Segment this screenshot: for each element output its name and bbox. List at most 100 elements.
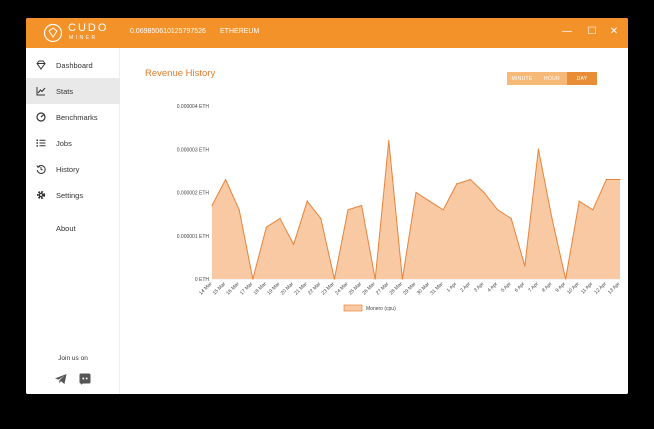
x-tick-label: 20 Mar xyxy=(280,281,295,296)
x-tick-label: 25 Mar xyxy=(348,281,363,296)
x-tick-label: 5 Apr xyxy=(500,281,513,294)
data-point xyxy=(252,278,254,280)
x-tick-label: 2 Apr xyxy=(459,281,472,294)
sidebar: Dashboard Stats Benchmarks Jobs History xyxy=(26,48,120,394)
x-tick-label: 18 Mar xyxy=(253,281,268,296)
x-tick-label: 15 Mar xyxy=(212,281,227,296)
data-point xyxy=(388,140,390,142)
data-point xyxy=(524,265,526,267)
data-point xyxy=(238,209,240,211)
logo-text: CUDO xyxy=(68,22,109,34)
close-button[interactable]: ✕ xyxy=(609,26,619,37)
data-point xyxy=(333,278,335,280)
data-point xyxy=(565,278,567,280)
revenue-chart: 0 ETH 0.000001 ETH 0.000002 ETH 0.000003 ET… xyxy=(177,104,622,312)
sidebar-item-label: Benchmarks xyxy=(56,112,98,122)
x-tick-label: 24 Mar xyxy=(334,281,349,296)
wallet-balance: 0.069850610125797526 xyxy=(130,28,206,35)
title-bar: CUDO MINER 0.069850610125797526 ETHEREUM… xyxy=(26,18,628,48)
data-point xyxy=(374,278,376,280)
toggle-minute[interactable]: MINUTE xyxy=(507,72,537,85)
sidebar-item-label: Settings xyxy=(56,190,84,200)
sidebar-item-history[interactable]: History xyxy=(26,156,120,182)
y-tick-label: 0 ETH xyxy=(195,277,210,283)
sidebar-item-label: About xyxy=(56,223,76,233)
cudo-logo-icon xyxy=(43,23,63,43)
x-tick-label: 19 Mar xyxy=(266,281,281,296)
sidebar-item-label: Jobs xyxy=(56,138,72,148)
data-point xyxy=(225,178,227,181)
y-tick-label: 0.000001 ETH xyxy=(177,234,210,240)
minimize-button[interactable]: — xyxy=(562,26,572,37)
x-tick-label: 28 Mar xyxy=(389,281,404,296)
page-title: Revenue History xyxy=(145,68,216,79)
sidebar-item-settings[interactable]: Settings xyxy=(26,182,120,208)
x-tick-label: 12 Apr xyxy=(593,281,608,296)
x-tick-label: 3 Apr xyxy=(473,281,486,294)
data-point xyxy=(415,191,417,194)
data-point xyxy=(293,243,295,245)
x-tick-label: 1 Apr xyxy=(446,281,459,294)
data-point xyxy=(469,178,471,181)
sidebar-item-stats[interactable]: Stats xyxy=(26,78,120,104)
x-tick-label: 30 Mar xyxy=(416,281,431,296)
discord-icon[interactable] xyxy=(78,372,92,386)
data-point xyxy=(497,209,499,211)
diamond-icon xyxy=(26,60,56,70)
data-point xyxy=(320,217,322,220)
data-point xyxy=(537,148,539,150)
data-point xyxy=(551,217,553,220)
x-tick-label: 6 Apr xyxy=(514,281,527,294)
sidebar-item-jobs[interactable]: Jobs xyxy=(26,130,120,156)
data-point xyxy=(592,209,594,211)
data-point xyxy=(619,178,621,181)
data-point xyxy=(605,178,607,181)
sidebar-item-benchmarks[interactable]: Benchmarks xyxy=(26,104,120,130)
toggle-hour[interactable]: HOUR xyxy=(537,72,567,85)
sidebar-item-dashboard[interactable]: Dashboard xyxy=(26,52,120,78)
data-point xyxy=(483,191,485,194)
sidebar-item-about[interactable]: About xyxy=(26,215,120,241)
main-content: Revenue History MINUTE HOUR DAY 0 ETH 0.0… xyxy=(120,48,628,394)
x-tick-label: 23 Mar xyxy=(321,281,336,296)
x-tick-label: 4 Apr xyxy=(487,281,500,294)
sidebar-item-label: Stats xyxy=(56,86,74,96)
legend-swatch xyxy=(343,304,363,312)
speedometer-icon xyxy=(26,112,56,122)
x-tick-label: 29 Mar xyxy=(402,281,417,296)
sidebar-item-label: Dashboard xyxy=(56,60,93,70)
toggle-day[interactable]: DAY xyxy=(567,72,597,85)
currency-label: ETHEREUM xyxy=(220,28,260,35)
join-us-label: Join us on xyxy=(58,355,88,362)
data-point xyxy=(306,200,308,202)
x-tick-label: 21 Mar xyxy=(293,281,308,296)
data-point xyxy=(442,209,444,211)
x-tick-label: 27 Mar xyxy=(375,281,390,296)
x-tick-label: 10 Apr xyxy=(566,281,581,296)
telegram-icon[interactable] xyxy=(54,372,68,386)
history-icon xyxy=(26,164,56,174)
data-point xyxy=(211,204,213,207)
data-point xyxy=(347,209,349,211)
x-tick-label: 31 Mar xyxy=(429,281,444,296)
list-icon xyxy=(26,138,56,148)
maximize-button[interactable]: ☐ xyxy=(587,26,597,37)
data-point xyxy=(401,278,403,280)
x-tick-label: 22 Mar xyxy=(307,281,322,296)
data-point xyxy=(361,204,363,207)
x-tick-label: 26 Mar xyxy=(361,281,376,296)
legend-label: Monero (cpu) xyxy=(366,306,396,312)
y-tick-label: 0.000003 ETH xyxy=(177,147,210,153)
data-point xyxy=(578,200,580,202)
y-tick-label: 0.000004 ETH xyxy=(177,104,210,110)
x-tick-label: 17 Mar xyxy=(239,281,254,296)
x-tick-label: 16 Mar xyxy=(225,281,240,296)
x-tick-label: 13 Apr xyxy=(607,281,622,296)
series-area xyxy=(212,140,620,279)
data-point xyxy=(456,183,458,185)
app-window: CUDO MINER 0.069850610125797526 ETHEREUM… xyxy=(26,18,628,394)
sidebar-item-label: History xyxy=(56,164,80,174)
logo-subtext: MINER xyxy=(69,35,98,41)
chart-line-icon xyxy=(26,86,56,96)
x-tick-label: 11 Apr xyxy=(580,281,594,295)
